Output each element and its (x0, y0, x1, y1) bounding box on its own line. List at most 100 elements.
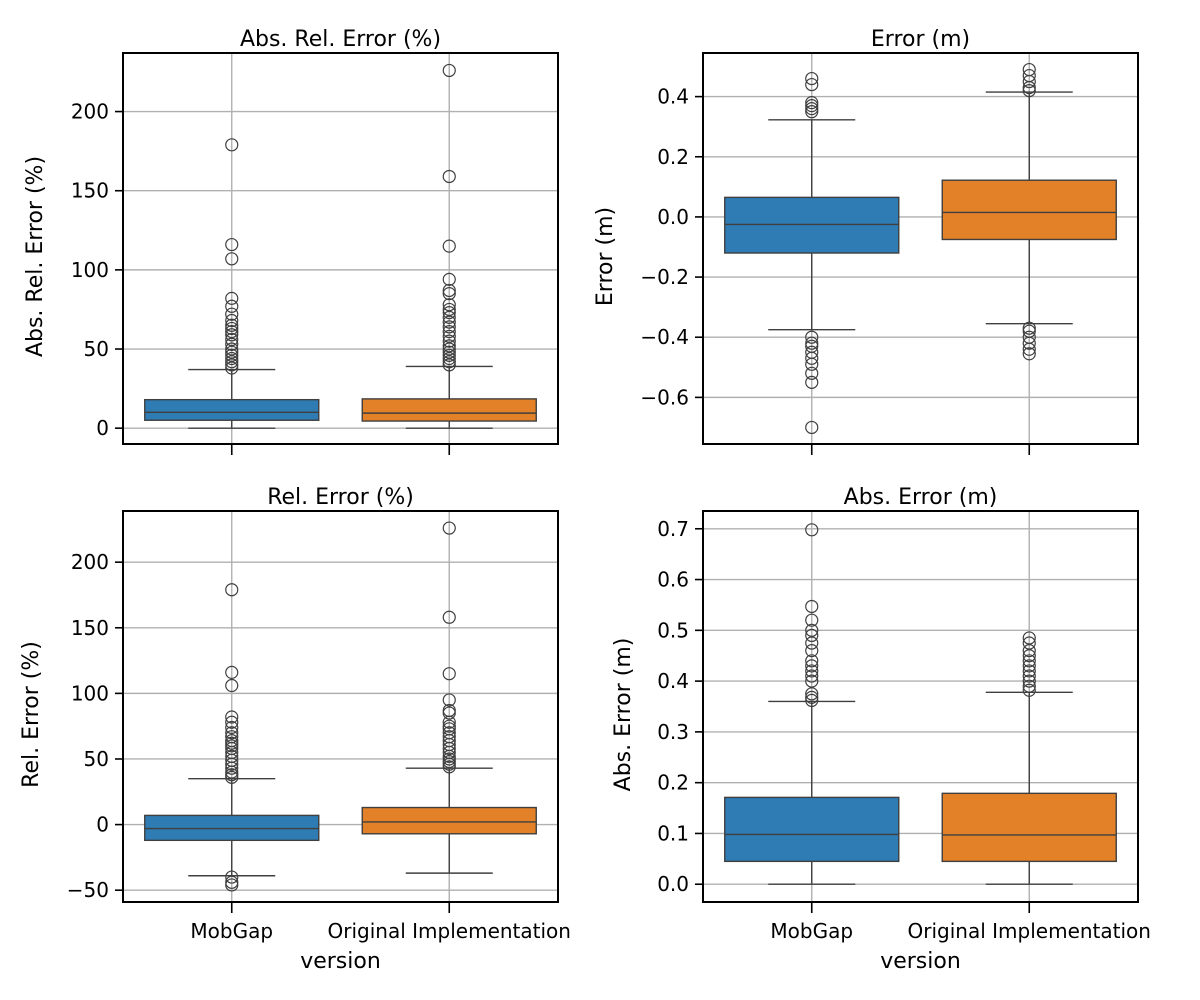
outlier-point (225, 318, 239, 332)
outlier-point (225, 291, 239, 305)
x-axis-label: version (300, 949, 381, 974)
outlier-point (805, 351, 819, 365)
outlier-point (1022, 683, 1036, 697)
ytick-label: −0.4 (640, 325, 689, 349)
outlier-point (1022, 68, 1036, 83)
outlier-point (1022, 654, 1036, 668)
outlier-point (805, 375, 819, 389)
outlier-point (442, 306, 456, 320)
outlier-point (805, 420, 819, 435)
subplot-4: 0.0 0.1 0.2 0.3 0.4 0.5 0.6 0.7 MobGap Original I… (611, 485, 1151, 974)
axes-frame (702, 510, 1139, 903)
outlier-point (805, 96, 819, 110)
box-mobgap (724, 796, 900, 863)
box-original-implementation (941, 179, 1117, 241)
outlier-point (1022, 347, 1036, 361)
ytick-label: 100 (71, 681, 109, 705)
outlier-point (805, 674, 819, 688)
outlier-point (442, 320, 456, 334)
outlier-point (225, 138, 239, 152)
outlier-point (442, 272, 456, 286)
ytick-label: 0.2 (657, 771, 689, 795)
x-axis-label: version (880, 949, 961, 974)
outlier-point (805, 623, 819, 637)
ytick-label: 0.2 (657, 145, 689, 169)
outlier-point (225, 351, 239, 366)
outlier-point (1022, 669, 1036, 683)
ytick-label: 150 (71, 179, 109, 203)
outlier-point (805, 644, 819, 658)
outlier-point (1022, 659, 1036, 673)
outlier-point (805, 102, 819, 116)
outlier-point (442, 693, 456, 707)
outlier-point (225, 726, 239, 740)
outlier-point (1022, 62, 1036, 77)
ytick-label: 50 (84, 747, 109, 771)
outlier-point (805, 628, 819, 643)
ytick-label: 0 (96, 813, 109, 837)
outlier-point (225, 321, 239, 336)
xtick-label: Original Implementation (328, 919, 571, 943)
subplot-title: Abs. Error (m) (844, 485, 998, 510)
outlier-point (225, 355, 239, 369)
outlier-point (805, 690, 819, 704)
outlier-point (225, 710, 239, 724)
subplot-title: Abs. Rel. Error (%) (240, 27, 441, 52)
outlier-point (225, 237, 239, 252)
outlier-point (442, 726, 456, 740)
outlier-point (225, 328, 239, 342)
y-axis-label: Rel. Error (%) (19, 641, 44, 788)
outlier-point (225, 299, 239, 313)
subplot-3: −50 0 50 100 150 200 MobGap Original Implementa… (19, 485, 571, 974)
axes-frame (122, 52, 559, 445)
outlier-point (442, 342, 456, 356)
outlier-point (225, 715, 239, 729)
outlier-point (225, 337, 239, 351)
outlier-point (442, 315, 456, 329)
outlier-point (1022, 321, 1036, 335)
outlier-point (225, 720, 239, 735)
ytick-label: 150 (71, 616, 109, 640)
outlier-point (442, 667, 456, 681)
box-original-implementation (361, 806, 537, 835)
xtick-label: Original Implementation (908, 919, 1151, 943)
outlier-point (805, 664, 819, 678)
y-axis-label: Abs. Error (m) (611, 638, 636, 792)
outlier-point (442, 325, 456, 339)
ytick-label: 200 (71, 100, 109, 124)
outlier-point (225, 345, 239, 359)
box-mobgap (144, 398, 320, 421)
outlier-point (442, 287, 456, 301)
outlier-point (442, 283, 456, 298)
outlier-point (442, 329, 456, 343)
outlier-point (225, 730, 239, 744)
outlier-point (225, 870, 239, 884)
outlier-point (442, 730, 456, 744)
ytick-label: 0.0 (657, 872, 689, 896)
axes-frame (702, 52, 1139, 445)
y-axis-label: Abs. Rel. Error (%) (23, 156, 48, 357)
outlier-point (442, 719, 456, 733)
ytick-label: 50 (84, 337, 109, 361)
outlier-point (225, 325, 239, 339)
outlier-point (225, 348, 239, 362)
ytick-label: 100 (71, 258, 109, 282)
outlier-point (805, 523, 819, 537)
outlier-point (1022, 83, 1036, 98)
outlier-point (442, 358, 456, 372)
outlier-point (805, 357, 819, 371)
outlier-point (225, 878, 239, 892)
outlier-point (225, 358, 239, 372)
outlier-point (225, 734, 239, 748)
outlier-point (225, 361, 239, 375)
xtick-label: MobGap (190, 919, 273, 943)
outlier-point (805, 330, 819, 344)
outlier-point (442, 339, 456, 353)
box-original-implementation (941, 792, 1117, 863)
ytick-label: 0.0 (657, 205, 689, 229)
outlier-point (442, 298, 456, 312)
outlier-point (805, 336, 819, 350)
outlier-point (805, 636, 819, 650)
ytick-label: 0.3 (657, 720, 689, 744)
outlier-point (1022, 664, 1036, 678)
